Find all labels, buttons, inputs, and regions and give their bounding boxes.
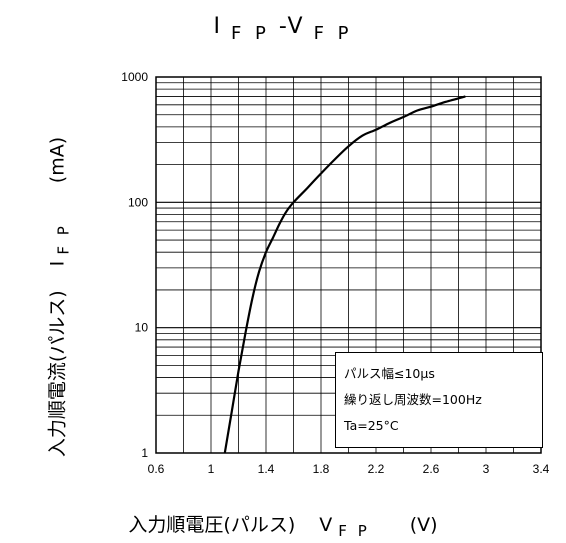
y-axis-subscript: F P [54,223,73,255]
x-tick-label: 1.4 [258,462,275,476]
chart-title: I F P -V F P [0,14,566,44]
x-tick-label: 3.4 [533,462,550,476]
plot-area-border [155,76,542,454]
title-subscript: F P [230,23,270,44]
y-tick-label: 1000 [121,70,148,84]
condition-temperature: Ta=25°C [344,418,399,433]
condition-pulse-width: パルス幅≤10μs [344,366,435,381]
y-axis-unit: (mA) [46,136,69,184]
y-tick-label: 1 [141,446,148,460]
x-tick-label: 1 [208,462,215,476]
x-axis-label-text: 入力順電圧(パルス) [128,514,296,536]
y-axis-var: I [46,260,69,267]
x-tick-label: 1.8 [313,462,330,476]
x-axis-label: 入力順電圧(パルス) V F P (V) [0,510,566,540]
y-axis-label: 入力順電流(パルス) I F P (mA) [43,136,73,458]
x-tick-label: 3 [483,462,490,476]
y-tick-label: 10 [135,321,149,335]
title-main: I [213,14,222,39]
series-line [223,95,466,454]
x-tick-label: 0.6 [148,462,165,476]
x-axis-subscript: F P [338,522,370,540]
conditions-box: パルス幅≤10μs 繰り返し周波数=100Hz Ta=25°C [335,352,543,448]
condition-frequency: 繰り返し周波数=100Hz [344,392,482,407]
title-separator: -V [278,14,305,39]
title-subscript-2: F P [313,23,353,44]
x-tick-label: 2.6 [423,462,440,476]
x-tick-label: 2.2 [368,462,385,476]
y-tick-label: 100 [128,195,148,209]
y-axis-label-text: 入力順電流(パルス) [46,290,69,458]
x-axis-var: V [319,514,333,536]
x-axis-unit: (V) [409,514,438,536]
